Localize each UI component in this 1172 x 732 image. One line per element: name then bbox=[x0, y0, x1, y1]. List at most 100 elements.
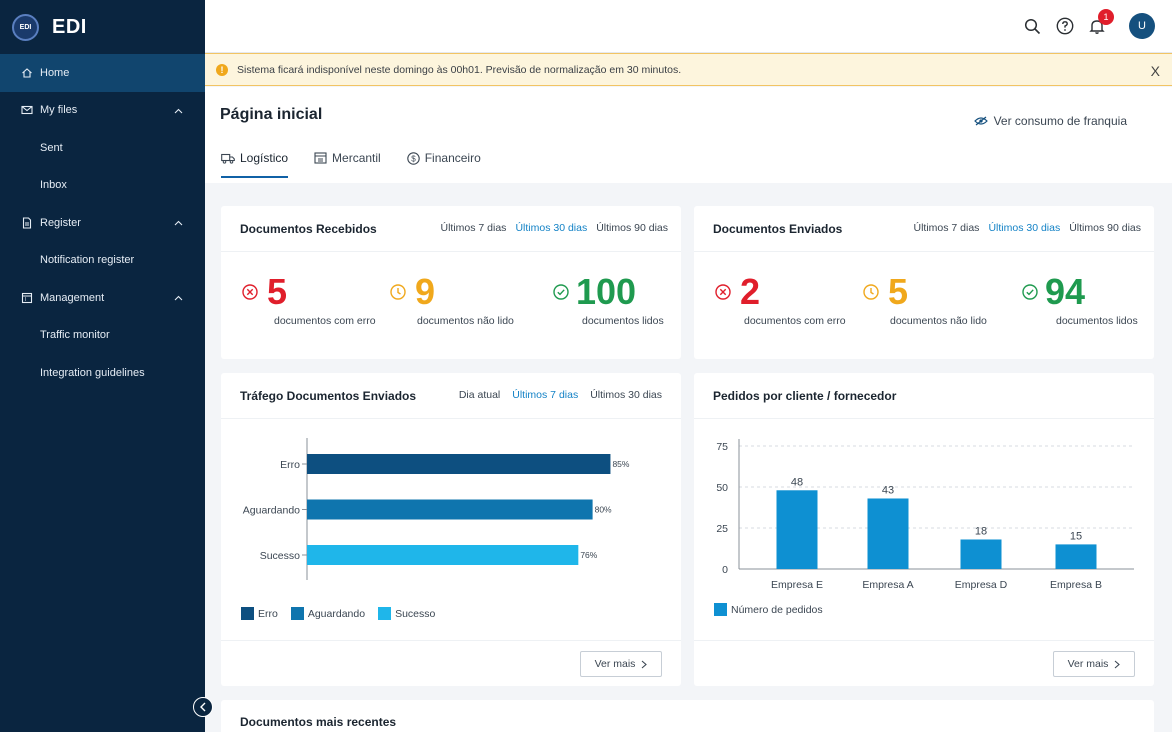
check-circle-icon bbox=[553, 284, 569, 300]
sidebar-item-home[interactable]: Home bbox=[0, 54, 205, 92]
help-icon[interactable] bbox=[1055, 16, 1075, 36]
legend-item-sucesso[interactable]: Sucesso bbox=[378, 607, 435, 620]
eye-off-icon bbox=[973, 116, 988, 126]
sidebar-item-label: Notification register bbox=[40, 254, 135, 267]
sidebar-item-notification-register[interactable]: Notification register bbox=[0, 242, 205, 280]
card-title: Tráfego Documentos Enviados bbox=[240, 388, 417, 403]
franquia-link-label: Ver consumo de franquia bbox=[993, 114, 1127, 128]
sidebar-item-sent[interactable]: Sent bbox=[0, 129, 205, 167]
legend-item-aguardando[interactable]: Aguardando bbox=[290, 607, 366, 620]
edi-logo: EDI bbox=[12, 13, 39, 41]
traffic-legend: Erro Aguardando Sucesso bbox=[241, 607, 448, 620]
maintenance-alert: ! Sistema ficará indisponível neste domi… bbox=[205, 53, 1172, 86]
calendar-icon bbox=[20, 291, 34, 305]
y-tick-label: 0 bbox=[722, 564, 728, 576]
brand[interactable]: EDI EDI bbox=[0, 0, 205, 54]
bar bbox=[307, 499, 593, 520]
kpi-nao-lido[interactable]: 9 documentos não lido bbox=[390, 272, 514, 327]
ver-mais-button[interactable]: Ver mais bbox=[1053, 651, 1135, 677]
kpi-label: documentos não lido bbox=[890, 315, 987, 327]
check-circle-icon bbox=[1022, 284, 1038, 300]
ver-consumo-franquia-link[interactable]: Ver consumo de franquia bbox=[973, 114, 1127, 128]
data-label: 15 bbox=[1070, 530, 1082, 542]
legend-item-numero-pedidos[interactable]: Número de pedidos bbox=[714, 603, 823, 616]
bar bbox=[776, 490, 818, 569]
tab-financeiro[interactable]: $ Financeiro bbox=[406, 145, 481, 177]
filter-30-dias[interactable]: Últimos 30 dias bbox=[590, 389, 662, 401]
pedidos-card: Pedidos por cliente / fornecedor 75 50 25 0… bbox=[694, 373, 1154, 686]
kpi-label: documentos lidos bbox=[1056, 315, 1138, 327]
tab-logistico[interactable]: Logístico bbox=[221, 145, 289, 178]
tab-mercantil[interactable]: Mercantil bbox=[314, 145, 381, 177]
sidebar-item-inbox[interactable]: Inbox bbox=[0, 167, 205, 205]
documentos-recentes-card: Documentos mais recentes bbox=[221, 700, 1154, 732]
documentos-recebidos-card: Documentos Recebidos Últimos 7 dias Últi… bbox=[221, 206, 681, 359]
avatar[interactable]: U bbox=[1129, 13, 1155, 39]
chevron-up-icon[interactable] bbox=[174, 292, 183, 304]
notification-badge: 1 bbox=[1098, 9, 1114, 25]
period-filters: Últimos 7 dias Últimos 30 dias Últimos 9… bbox=[431, 222, 668, 234]
chevron-up-icon[interactable] bbox=[174, 105, 183, 117]
kpi-lidos[interactable]: 94 documentos lidos bbox=[1022, 272, 1138, 327]
period-filters: Últimos 7 dias Últimos 30 dias Últimos 9… bbox=[904, 222, 1141, 234]
button-label: Ver mais bbox=[1067, 658, 1109, 670]
kpi-value: 94 bbox=[1045, 271, 1086, 312]
legend-label: Erro bbox=[258, 607, 278, 620]
filter-dia-atual[interactable]: Dia atual bbox=[458, 389, 501, 401]
error-circle-icon bbox=[715, 284, 731, 300]
filter-30-dias[interactable]: Últimos 30 dias bbox=[515, 222, 588, 234]
legend-label: Número de pedidos bbox=[731, 603, 823, 616]
sidebar-item-management[interactable]: Management bbox=[0, 279, 205, 317]
sidebar-item-label: Register bbox=[40, 216, 81, 229]
sidebar-item-register[interactable]: Register bbox=[0, 204, 205, 242]
chevron-left-icon bbox=[200, 702, 206, 712]
orders-bar-chart: 75 50 25 0 48 Empresa E 43 Empresa A 18 Empresa D… bbox=[716, 439, 1134, 591]
sidebar-item-my-files[interactable]: My files bbox=[0, 92, 205, 130]
legend-swatch bbox=[714, 603, 727, 616]
kpi-erro[interactable]: 2 documentos com erro bbox=[715, 272, 846, 327]
collapse-sidebar-button[interactable] bbox=[193, 697, 213, 717]
kpi-nao-lido[interactable]: 5 documentos não lido bbox=[863, 272, 987, 327]
card-title: Documentos Recebidos bbox=[240, 221, 377, 236]
filter-30-dias[interactable]: Últimos 30 dias bbox=[988, 222, 1061, 234]
y-tick-label: 50 bbox=[716, 482, 728, 494]
clock-icon bbox=[863, 284, 879, 300]
card-title: Documentos Enviados bbox=[713, 221, 843, 236]
filter-7-dias[interactable]: Últimos 7 dias bbox=[512, 389, 579, 401]
search-icon[interactable] bbox=[1022, 16, 1042, 36]
mail-icon bbox=[20, 103, 34, 117]
data-label: 43 bbox=[882, 484, 894, 496]
sidebar-item-label: Traffic monitor bbox=[40, 329, 110, 342]
sidebar-item-traffic-monitor[interactable]: Traffic monitor bbox=[0, 317, 205, 355]
tabs: Logístico Mercantil $ Financeiro bbox=[221, 145, 507, 178]
close-icon[interactable]: X bbox=[1150, 63, 1160, 79]
legend-item-erro[interactable]: Erro bbox=[241, 607, 278, 620]
data-label: 48 bbox=[791, 476, 803, 488]
filter-90-dias[interactable]: Últimos 90 dias bbox=[1069, 222, 1141, 234]
sidebar-item-integration-guidelines[interactable]: Integration guidelines bbox=[0, 354, 205, 392]
legend-label: Sucesso bbox=[395, 607, 436, 620]
x-tick-label: Empresa E bbox=[771, 579, 823, 591]
filter-90-dias[interactable]: Últimos 90 dias bbox=[596, 222, 668, 234]
kpi-erro[interactable]: 5 documentos com erro bbox=[242, 272, 376, 327]
button-label: Ver mais bbox=[594, 658, 636, 670]
kpi-label: documentos com erro bbox=[274, 315, 376, 327]
tab-label: Financeiro bbox=[424, 151, 481, 165]
dollar-icon: $ bbox=[406, 151, 420, 165]
clock-icon bbox=[390, 284, 406, 300]
page-title: Página inicial bbox=[220, 106, 323, 123]
chevron-up-icon[interactable] bbox=[174, 217, 183, 229]
tab-label: Logístico bbox=[240, 151, 289, 165]
trafego-card: Tráfego Documentos Enviados Dia atual Úl… bbox=[221, 373, 681, 686]
filter-7-dias[interactable]: Últimos 7 dias bbox=[440, 222, 507, 234]
document-icon bbox=[20, 216, 34, 230]
legend-label: Aguardando bbox=[307, 607, 366, 620]
card-title: Pedidos por cliente / fornecedor bbox=[713, 388, 897, 403]
filter-7-dias[interactable]: Últimos 7 dias bbox=[913, 222, 980, 234]
bell-icon[interactable] bbox=[1087, 16, 1107, 36]
ver-mais-button[interactable]: Ver mais bbox=[580, 651, 662, 677]
tab-label: Mercantil bbox=[332, 151, 381, 165]
kpi-lidos[interactable]: 100 documentos lidos bbox=[553, 272, 664, 327]
sidebar-item-label: Management bbox=[40, 291, 105, 304]
y-tick-label: Sucesso bbox=[260, 550, 300, 562]
